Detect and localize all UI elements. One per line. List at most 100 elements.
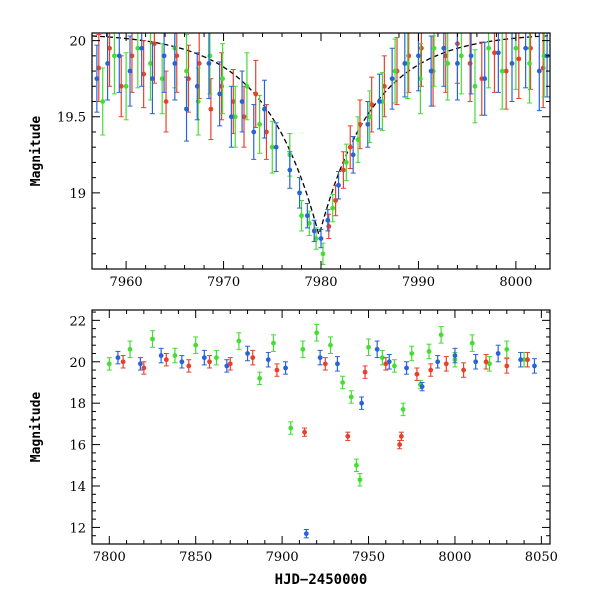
data-point	[523, 45, 529, 51]
y-tick-label: 19	[69, 187, 86, 202]
data-point	[468, 53, 474, 59]
data-point	[313, 236, 319, 241]
data-point	[445, 61, 451, 66]
top-ticks: 7960 7970 7980 7990 8000 19 19.5 20	[57, 33, 550, 290]
data-point	[330, 205, 336, 211]
data-point	[264, 129, 269, 135]
data-point	[469, 340, 475, 346]
data-point	[206, 61, 212, 66]
y-tick-label: 16	[69, 439, 86, 454]
data-point	[129, 53, 135, 59]
data-point	[365, 121, 371, 127]
data-point	[528, 45, 533, 51]
data-point	[336, 182, 341, 188]
data-point	[369, 102, 375, 107]
data-point	[172, 353, 178, 358]
data-point	[304, 213, 310, 219]
data-point	[214, 355, 219, 361]
data-point	[94, 76, 100, 82]
data-point	[273, 144, 279, 150]
data-point	[486, 45, 492, 51]
data-point	[441, 45, 447, 51]
x-tick-label: 7850	[179, 550, 212, 565]
data-point	[163, 99, 169, 104]
data-point	[404, 365, 409, 371]
data-point	[354, 462, 359, 468]
data-point	[513, 45, 519, 51]
data-point	[194, 83, 200, 89]
data-point	[347, 144, 353, 150]
data-point	[118, 83, 124, 89]
data-point	[314, 330, 320, 336]
data-point	[435, 359, 441, 365]
x-tick-label: 7900	[266, 550, 299, 565]
data-point	[174, 53, 180, 59]
data-point	[297, 190, 302, 196]
bottom-axes-frame	[91, 309, 551, 545]
data-point	[495, 50, 501, 56]
data-point	[179, 359, 185, 365]
data-point	[207, 359, 212, 365]
data-point	[320, 251, 326, 257]
light-curve-full-panel: 7800 7850 7900 7950 8000 8050 12 14 16 18 20 22 Mag…	[29, 309, 558, 588]
data-point	[195, 99, 201, 104]
data-point	[141, 365, 147, 371]
data-point	[348, 394, 354, 400]
data-point	[374, 346, 380, 352]
data-point	[217, 91, 223, 97]
data-point	[409, 351, 415, 356]
data-point	[492, 50, 497, 56]
data-point	[288, 425, 294, 431]
y-tick-label: 19.5	[57, 111, 86, 126]
data-point	[241, 114, 247, 120]
data-point	[443, 53, 449, 59]
data-point	[227, 361, 233, 367]
data-point	[253, 91, 259, 97]
data-point	[245, 351, 250, 356]
y-tick-label: 20	[69, 35, 86, 50]
data-point	[100, 99, 106, 104]
data-point	[317, 355, 323, 361]
data-point	[120, 359, 126, 365]
data-point	[482, 76, 488, 82]
data-point	[335, 361, 340, 367]
data-point	[271, 340, 276, 346]
data-point	[367, 114, 373, 120]
data-point	[536, 68, 542, 74]
data-point	[269, 144, 275, 150]
x-tick-label: 7950	[352, 550, 385, 565]
bottom-x-axis-title: HJD−2450000	[275, 572, 368, 588]
data-point	[300, 346, 306, 352]
data-point	[322, 361, 328, 367]
bottom-series-2	[120, 349, 531, 450]
data-point	[532, 363, 537, 369]
data-point	[428, 367, 434, 373]
data-point	[406, 53, 412, 59]
top-plot-area	[92, 33, 550, 265]
data-point	[161, 53, 167, 59]
data-point	[163, 357, 169, 363]
top-model-curve	[92, 35, 550, 237]
data-point	[186, 363, 192, 369]
y-tick-label: 18	[69, 397, 86, 412]
data-point	[220, 76, 225, 82]
data-point	[184, 106, 189, 112]
top-y-axis-title: Magnitude	[29, 116, 44, 187]
data-point	[201, 355, 207, 361]
data-point	[148, 61, 153, 66]
x-tick-label: 7980	[304, 275, 337, 290]
data-point	[400, 406, 406, 412]
data-point	[362, 369, 368, 375]
data-point	[141, 71, 147, 77]
data-point	[467, 61, 473, 66]
data-point	[328, 342, 333, 348]
x-tick-label: 7800	[93, 550, 126, 565]
data-point	[207, 53, 213, 59]
data-point	[503, 68, 509, 74]
data-point	[196, 61, 202, 66]
data-point	[357, 121, 363, 127]
bottom-series-0	[106, 323, 527, 487]
data-point	[416, 53, 421, 59]
data-point	[127, 68, 133, 74]
